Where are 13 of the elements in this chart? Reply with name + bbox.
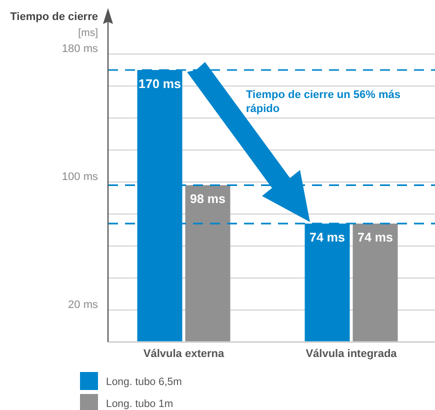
y-tick-label: 180 ms (62, 42, 98, 55)
x-tick-label: Válvula externa (143, 348, 225, 360)
y-tick-label: 100 ms (62, 170, 98, 183)
y-axis-title: Tiempo de cierre [ms] (10, 11, 98, 39)
data-label: 74 ms (358, 230, 394, 245)
x-tick-label: Válvula integrada (306, 348, 398, 360)
y-tick-label: 20 ms (68, 298, 98, 311)
legend-label: Long. tubo 6,5m (106, 376, 182, 388)
data-label: 98 ms (190, 192, 226, 206)
annotation: Tiempo de cierre un 56% más rápido (246, 89, 400, 115)
data-label: 74 ms (310, 230, 346, 245)
legend-label: Long. tubo 1m (106, 398, 174, 410)
data-label: 170 ms (138, 77, 181, 91)
